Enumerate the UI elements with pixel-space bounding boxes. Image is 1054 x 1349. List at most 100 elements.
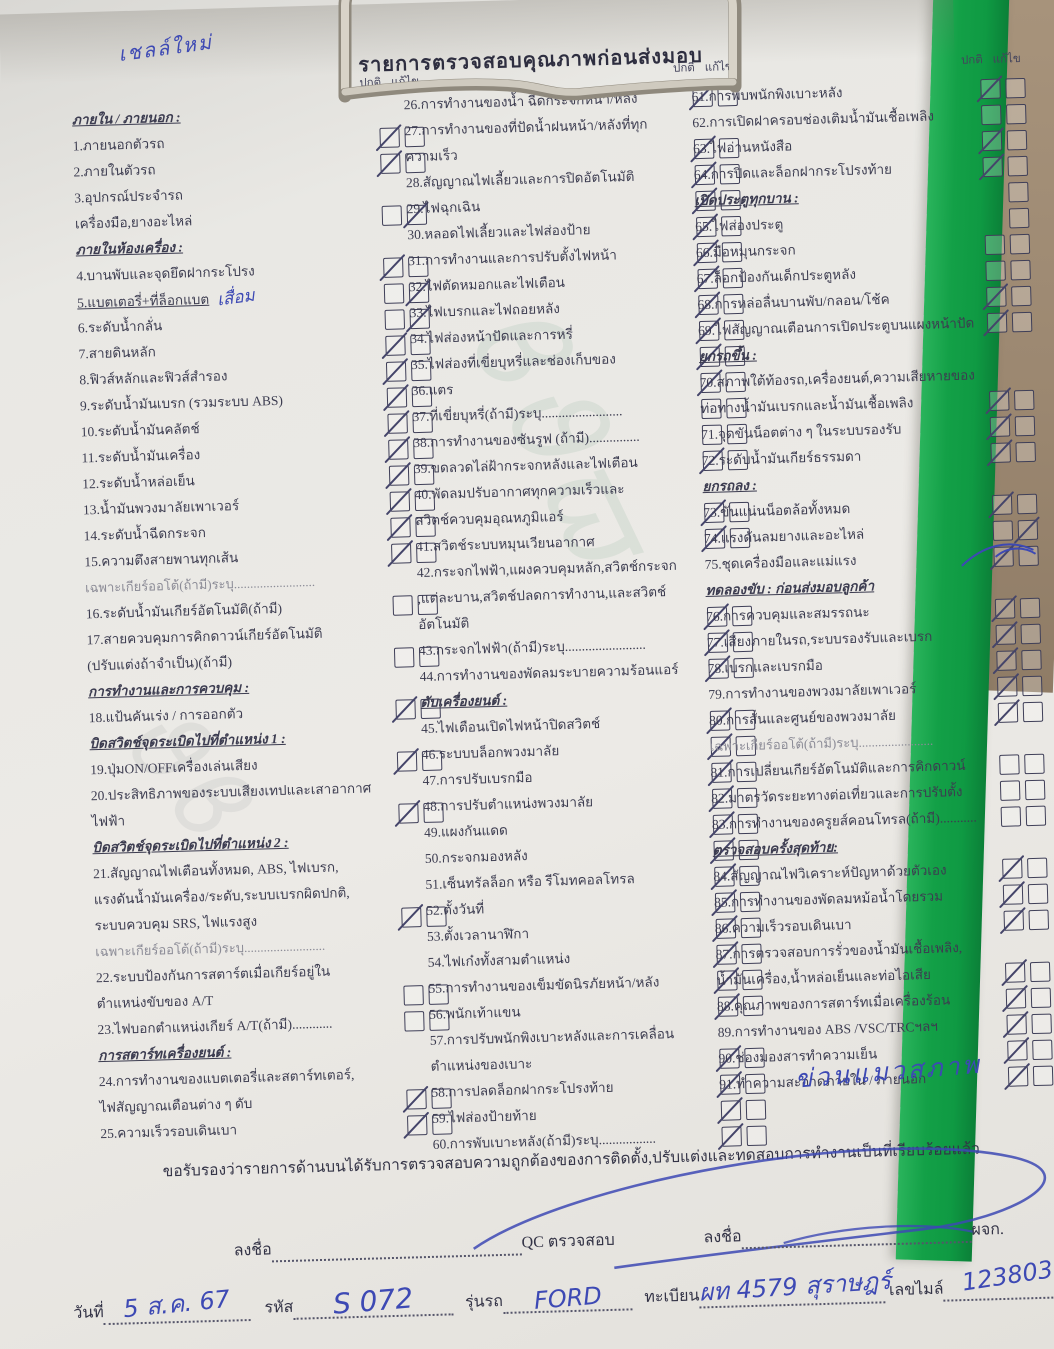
checklist-item: 80.การสั่นและศูนย์ของพวงมาลัย bbox=[709, 699, 1044, 734]
checkbox-pair bbox=[381, 201, 429, 229]
section-title: ภายใน / ภายนอก : bbox=[71, 109, 181, 128]
checkbox-pair bbox=[710, 837, 759, 864]
mileage-value: 123803 bbox=[960, 1255, 1054, 1297]
checkbox-checked bbox=[386, 488, 412, 515]
checkbox-empty bbox=[1020, 623, 1042, 645]
checkbox-checked bbox=[699, 447, 725, 475]
checkbox-checked bbox=[712, 915, 738, 942]
checkbox-pair bbox=[710, 863, 760, 890]
checkbox-checked bbox=[1004, 1063, 1030, 1090]
checkbox-checked bbox=[979, 153, 1005, 181]
section-title: เปิดประตูทุกบาน : bbox=[694, 190, 799, 209]
signature-row: ลงชื่อ QC ตรวจสอบ ลงชื่อ ผจก. bbox=[233, 1217, 1013, 1264]
model-label: รุ่นรถ bbox=[464, 1292, 504, 1312]
checkbox-checked bbox=[988, 491, 1014, 519]
checkbox-checked bbox=[397, 904, 424, 931]
checkbox-pair bbox=[717, 1097, 767, 1124]
checkbox-checked bbox=[394, 800, 421, 827]
checkbox-pair bbox=[704, 655, 754, 683]
checklist-item: 69.ไฟสัญญาณเตือนการเปิดประตูบนแผงหน้าปัด bbox=[698, 309, 1033, 344]
checkbox-checked bbox=[693, 239, 719, 267]
checklist-item: 47.การปรับเบรกมือ bbox=[422, 759, 757, 794]
checkbox-checked bbox=[704, 655, 731, 683]
checkbox-checked bbox=[978, 127, 1004, 155]
checkbox-checked bbox=[993, 673, 1019, 701]
normal-label: ปกติ bbox=[960, 54, 983, 67]
checkbox-pair bbox=[985, 259, 1031, 284]
checklist-item: 60.การพับเบาะหลัง(ถ้ามี)ระบุ............… bbox=[432, 1123, 767, 1158]
checklist-item: 53.ตั้งเวลานาฬิกา bbox=[427, 915, 762, 950]
checklist-item: 15.ความตึงสายพานทุกเส้น bbox=[84, 540, 437, 576]
checkbox-empty bbox=[1029, 961, 1051, 983]
checkbox-empty bbox=[1016, 493, 1038, 515]
checkbox-checked bbox=[1014, 516, 1040, 544]
checkbox-checked bbox=[695, 317, 721, 345]
checklist-item: 87.การตรวจสอบการรั่วของน้ำมันเชื้อเพลิง,… bbox=[715, 933, 1051, 994]
checkbox-checked bbox=[712, 941, 739, 968]
checklist-item: 34.ไฟส่องหน้าปัดและการหรี่ bbox=[410, 317, 745, 352]
checkbox-empty bbox=[1021, 649, 1042, 671]
checkbox-empty bbox=[1013, 389, 1035, 411]
checkbox-pair bbox=[992, 516, 1040, 544]
checkbox-pair bbox=[703, 603, 753, 631]
checklist-item: 70.สภาพใต้ท้องรถ,เครื่องยนต์,ความเสียหาย… bbox=[699, 361, 1035, 422]
checklist-item: 19.ปุ่มON/OFFเครื่องเล่นเสียง bbox=[90, 747, 443, 783]
checkbox-checked bbox=[706, 707, 732, 735]
checkbox-pair bbox=[978, 127, 1028, 155]
checkbox-checked bbox=[700, 499, 726, 527]
checklist-item: 44.การทำงานของพัดลมระบายความร้อนแอร์ bbox=[419, 655, 754, 690]
checkbox-pair bbox=[984, 233, 1031, 258]
checkbox-pair bbox=[1003, 1037, 1053, 1064]
checkbox-checked bbox=[391, 696, 418, 723]
checklist-item: 33.ไฟเบรกและไฟถอยหลัง bbox=[409, 291, 744, 326]
checkbox-empty bbox=[1011, 311, 1033, 333]
checklist-item: 90.ช่องมองสารทำความเย็น bbox=[718, 1037, 1053, 1072]
bottom-fields-row: วันที่ 5 ส.ค. 67 รหัส S 072 รุ่นรถ FORD … bbox=[73, 1255, 1054, 1326]
checkbox-pair bbox=[992, 647, 1042, 675]
checklist-column-3: ปกติ แก้ไข 61.การพับพนักพิงเบาะหลัง 62.กา… bbox=[690, 46, 1054, 1098]
mileage-label: เลขไมล์ bbox=[888, 1280, 944, 1300]
checkbox-checked bbox=[403, 201, 429, 229]
checkbox-pair bbox=[713, 967, 763, 994]
checkbox-pair bbox=[709, 811, 759, 838]
checklist-item: 40.พัดลมปรับอากาศทุกความเร็วและ สวิตช์ควบ… bbox=[414, 473, 750, 534]
checkbox-checked bbox=[385, 462, 411, 489]
checklist-item: 51.เซ็นทรัลล็อก หรือ รีโมทคอลโทรล bbox=[425, 863, 760, 898]
checkbox-checked bbox=[384, 410, 410, 437]
checkbox-checked bbox=[998, 855, 1024, 882]
checkbox-checked bbox=[999, 881, 1025, 908]
checkbox-pair bbox=[1000, 907, 1050, 934]
sign-label: ลงชื่อ bbox=[233, 1241, 273, 1260]
checklist-column-2: ปกติ แก้ไข 26.การทำงานของน้ำ ฉีดกระจกหน้… bbox=[403, 54, 767, 1158]
checklist-item: 32.ไฟตัดหมอกและไฟเตือน bbox=[408, 265, 744, 300]
checkbox-checked bbox=[379, 254, 405, 281]
checkbox-empty bbox=[1027, 857, 1048, 879]
section-title: ตรวจสอบครั้งสุดท้าย: bbox=[712, 839, 839, 858]
manager-label: ผจก. bbox=[971, 1220, 1005, 1239]
checkbox-checked bbox=[707, 759, 734, 787]
section-title: ดับเครื่องยนต์ : bbox=[420, 692, 508, 711]
checkbox-pair bbox=[691, 187, 741, 215]
checklist-item: 21.สัญญาณไฟเตือนทั้งหมด, ABS, ไฟเบรก, แรง… bbox=[93, 851, 447, 939]
checklist-item: 28.สัญญาณไฟเลี้ยวและการปิดอัตโนมัติ bbox=[406, 161, 741, 196]
checkbox-checked bbox=[987, 439, 1013, 467]
checkbox-empty bbox=[1028, 909, 1050, 931]
checkbox-checked bbox=[986, 413, 1012, 441]
checkbox-checked bbox=[991, 595, 1017, 623]
checkbox-empty bbox=[992, 520, 1014, 541]
model-value: FORD bbox=[532, 1281, 603, 1315]
checkbox-pair bbox=[980, 103, 1027, 128]
checkbox-checked bbox=[387, 540, 413, 567]
checkbox-pair bbox=[711, 889, 761, 916]
checklist-item: 43.กระจกไฟฟ้า(ถ้ามี)ระบุ................… bbox=[419, 629, 754, 664]
checkbox-empty bbox=[984, 234, 1006, 256]
checkbox-checked bbox=[405, 279, 431, 307]
checkbox-pair bbox=[690, 135, 740, 163]
checkbox-checked bbox=[994, 699, 1020, 726]
checkbox-empty bbox=[1005, 103, 1027, 125]
checkbox-pair bbox=[384, 410, 433, 437]
checklist-item: 4.บานพับและจุดยึดฝากระโปรง bbox=[76, 254, 429, 290]
model-field: FORD bbox=[502, 1281, 633, 1315]
checkbox-pair bbox=[716, 1071, 766, 1098]
